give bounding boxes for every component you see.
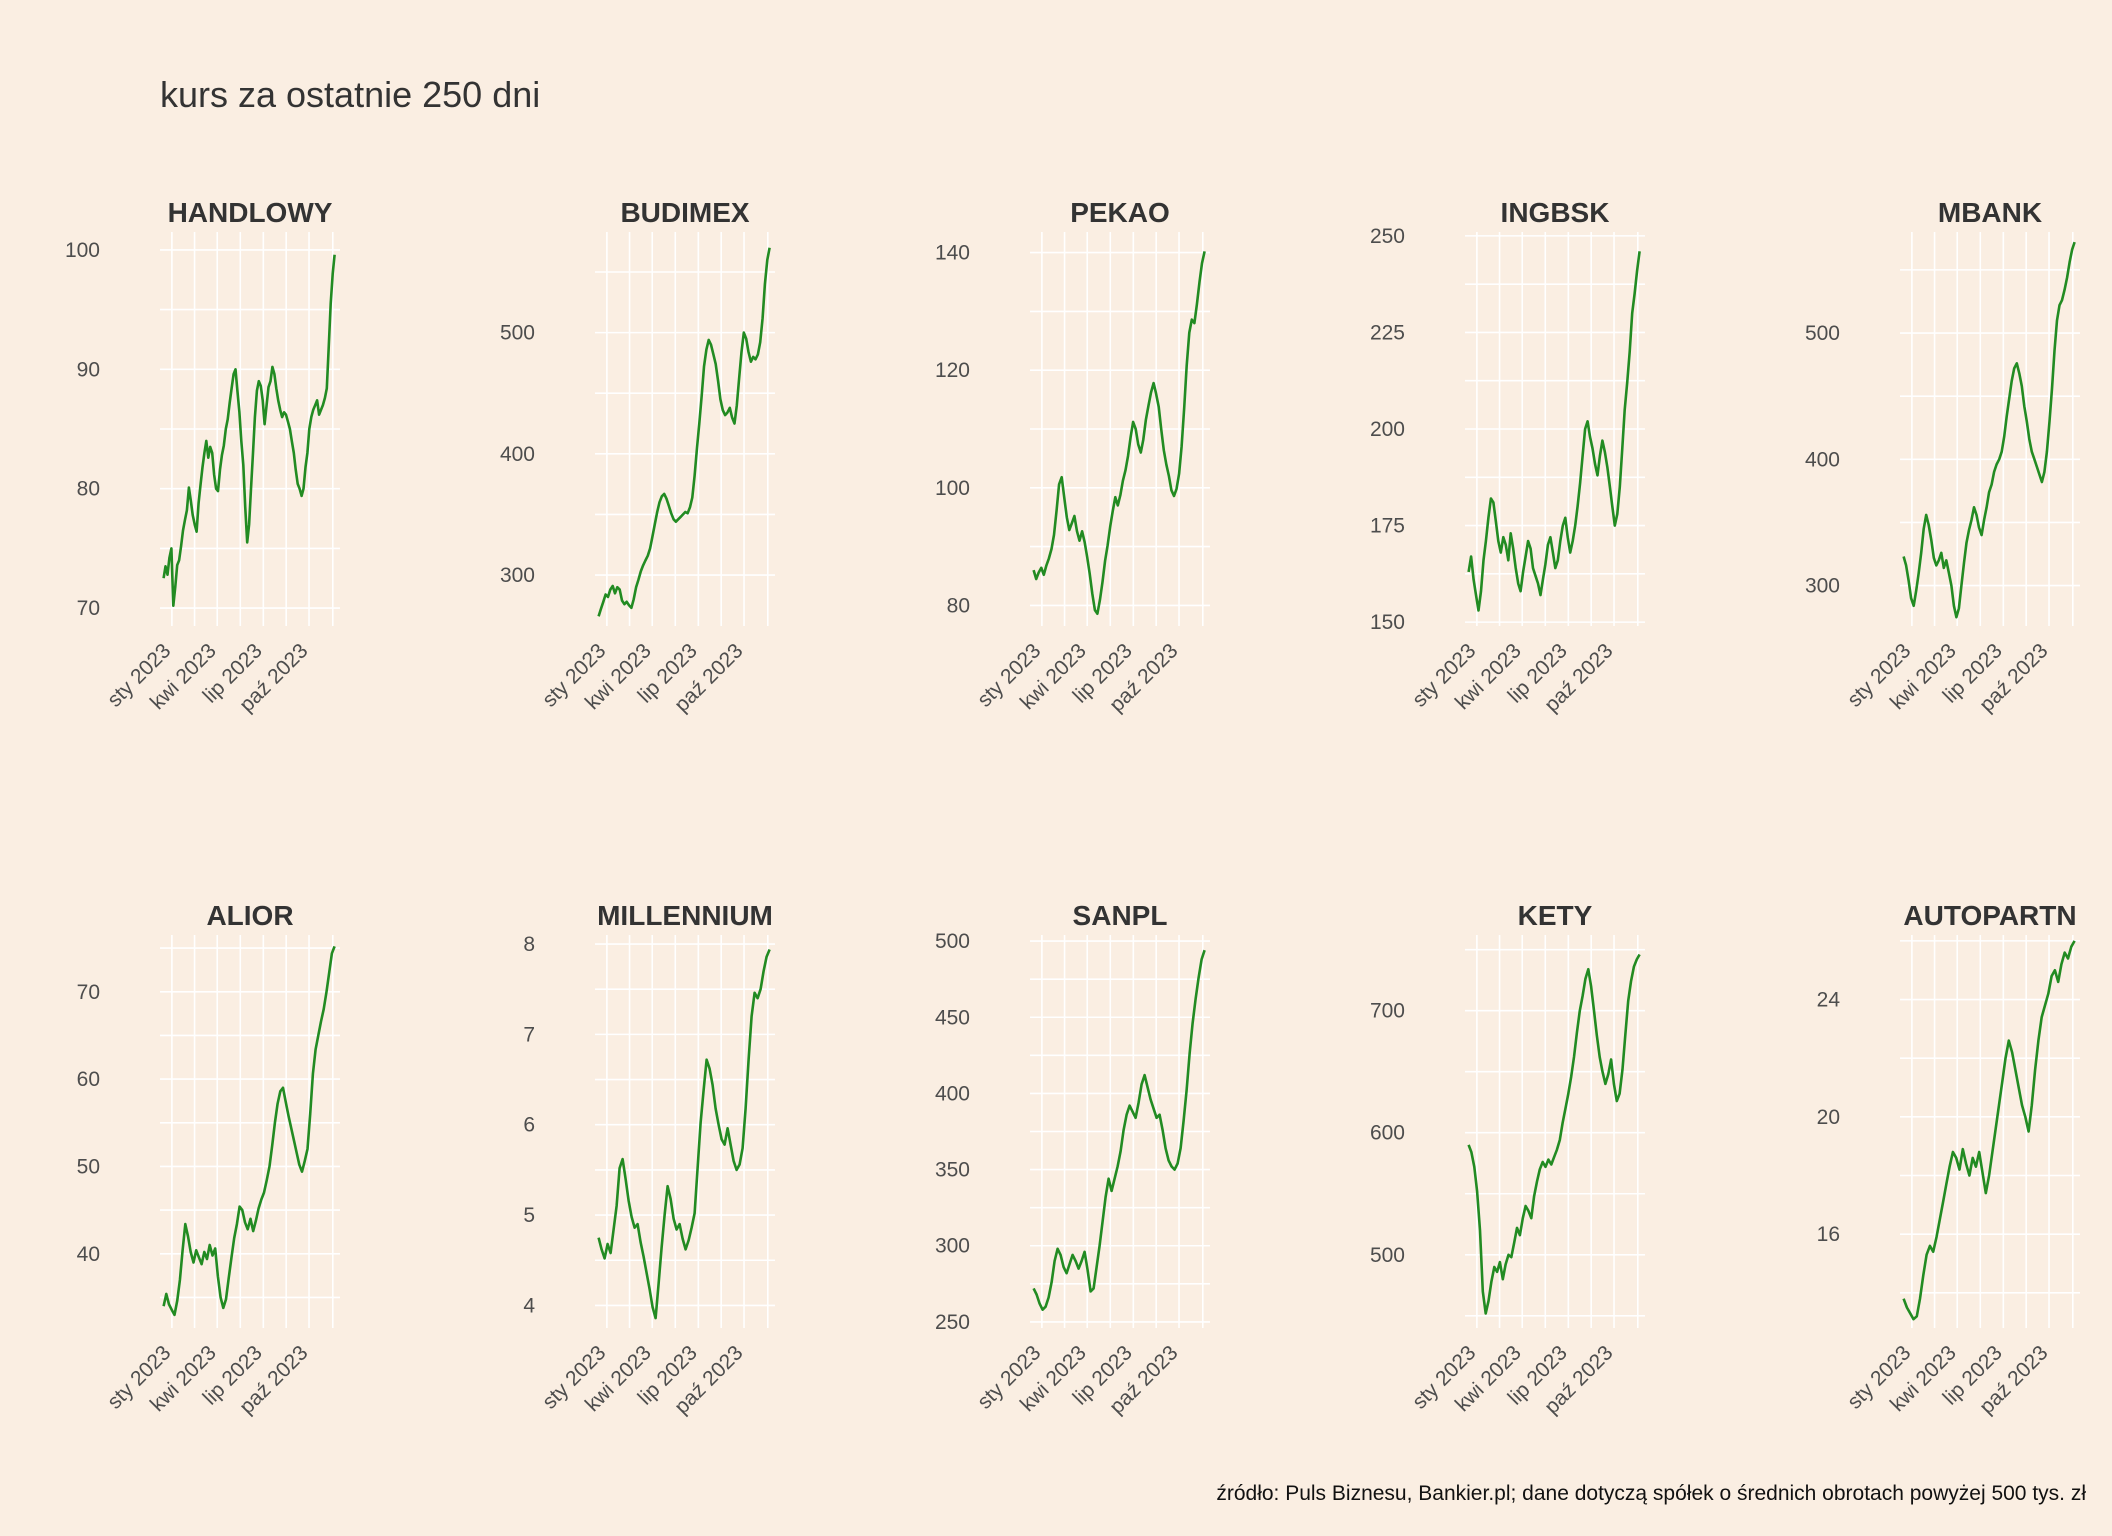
panel-title: HANDLOWY	[168, 197, 333, 228]
y-tick-label: 140	[935, 242, 970, 265]
price-line	[162, 945, 336, 1317]
y-tick-label: 400	[935, 1082, 970, 1105]
y-tick-label: 70	[77, 981, 100, 1004]
panel-title: SANPL	[1073, 900, 1168, 931]
y-tick-label: 500	[935, 930, 970, 953]
price-line	[597, 247, 771, 617]
y-tick-label: 500	[1370, 1244, 1405, 1267]
y-tick-label: 50	[77, 1155, 100, 1178]
y-tick-label: 150	[1370, 611, 1405, 634]
y-tick-label: 500	[500, 322, 535, 345]
price-line	[1032, 251, 1206, 615]
y-tick-label: 200	[1370, 418, 1405, 441]
y-tick-label: 8	[523, 933, 535, 956]
figure-title: kurs za ostatnie 250 dni	[160, 74, 541, 115]
y-tick-label: 90	[77, 358, 100, 381]
y-tick-label: 350	[935, 1159, 970, 1182]
price-line	[162, 254, 336, 607]
panel-title: INGBSK	[1501, 197, 1610, 228]
y-tick-label: 6	[523, 1114, 535, 1137]
y-tick-label: 300	[1805, 575, 1840, 598]
price-line	[597, 949, 771, 1320]
y-tick-label: 60	[77, 1068, 100, 1091]
y-tick-label: 100	[935, 477, 970, 500]
y-tick-label: 20	[1817, 1106, 1840, 1129]
y-tick-label: 600	[1370, 1122, 1405, 1145]
y-tick-label: 400	[1805, 448, 1840, 471]
y-tick-label: 24	[1817, 989, 1841, 1012]
panel-title: BUDIMEX	[620, 197, 749, 228]
y-tick-label: 7	[523, 1023, 535, 1046]
price-line	[1902, 940, 2076, 1321]
y-tick-label: 300	[500, 564, 535, 587]
y-tick-label: 80	[947, 594, 970, 617]
y-tick-label: 120	[935, 359, 970, 382]
y-tick-label: 500	[1805, 322, 1840, 345]
price-line	[1902, 241, 2076, 619]
panel-title: ALIOR	[206, 900, 293, 931]
y-tick-label: 175	[1370, 515, 1405, 538]
y-tick-label: 300	[935, 1235, 970, 1258]
y-tick-label: 250	[935, 1311, 970, 1334]
y-tick-label: 16	[1817, 1223, 1840, 1246]
y-tick-label: 100	[65, 239, 100, 262]
y-tick-label: 4	[523, 1294, 535, 1317]
source-caption: źródło: Puls Biznesu, Bankier.pl; dane d…	[1216, 1482, 2086, 1505]
price-line	[1467, 251, 1641, 612]
price-line	[1467, 953, 1641, 1315]
panel-title: AUTOPARTN	[1903, 900, 2076, 931]
panel-title: PEKAO	[1070, 197, 1170, 228]
panel-title: MILLENNIUM	[597, 900, 773, 931]
price-line	[1032, 949, 1206, 1311]
y-tick-label: 40	[77, 1243, 100, 1266]
y-tick-label: 250	[1370, 225, 1405, 248]
panel-title: KETY	[1518, 900, 1593, 931]
y-tick-label: 5	[523, 1204, 535, 1227]
y-tick-label: 225	[1370, 321, 1405, 344]
y-tick-label: 400	[500, 443, 535, 466]
y-tick-label: 700	[1370, 1000, 1405, 1023]
y-tick-label: 450	[935, 1006, 970, 1029]
panel-title: MBANK	[1938, 197, 2042, 228]
y-tick-label: 70	[77, 597, 100, 620]
y-tick-label: 80	[77, 478, 100, 501]
